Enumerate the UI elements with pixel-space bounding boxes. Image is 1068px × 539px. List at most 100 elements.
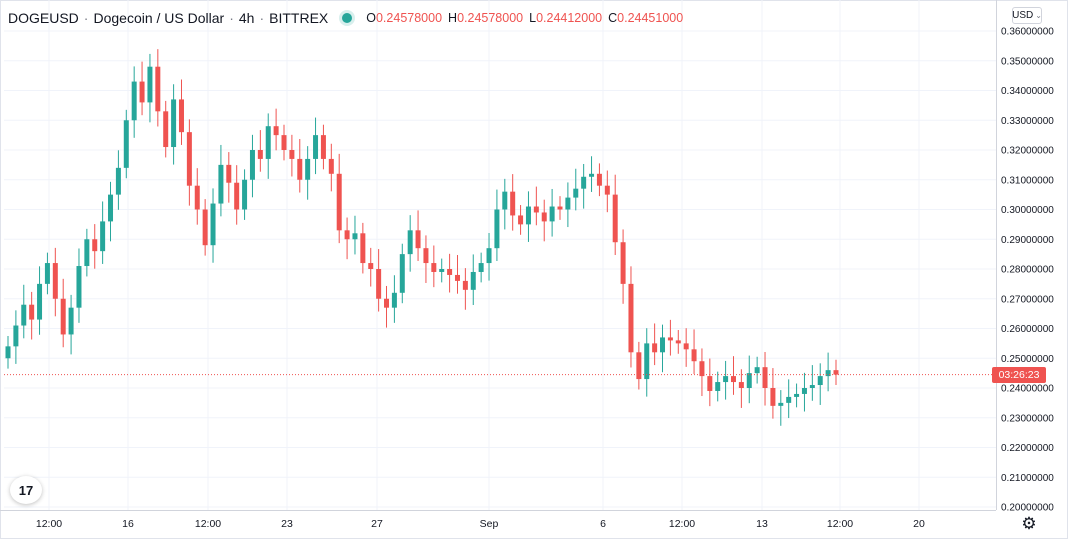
candle-body [596,173,602,186]
candle-body [628,283,634,353]
price-axis[interactable] [996,0,1067,510]
y-tick-label: 0.27000000 [1001,294,1054,305]
y-tick-label: 0.33000000 [1001,116,1054,127]
exchange-label: BITTREX [269,10,329,26]
candle-body [557,206,563,210]
candle-body [691,349,697,362]
candle-body [360,233,366,264]
candle-body [573,188,579,198]
y-tick-label: 0.36000000 [1001,27,1054,38]
candle-body [439,269,445,272]
symbol-ticker[interactable]: DOGEUSD [8,10,79,26]
y-tick-label: 0.22000000 [1001,443,1054,454]
y-tick-label: 0.21000000 [1001,473,1054,484]
candle-body [754,367,760,374]
candle-body [612,194,618,243]
candle-body [108,194,114,222]
currency-selector[interactable]: USD ⌄ [1012,7,1042,24]
candle-body [794,393,800,397]
open-key: O [366,11,376,25]
y-tick-label: 0.32000000 [1001,146,1054,157]
x-tick-label: 23 [281,518,293,530]
tradingview-logo[interactable]: 17 [10,476,42,504]
candle-body [730,376,736,383]
candle-body [525,206,531,225]
candle-body [778,402,784,406]
candle-body [155,66,161,112]
ohlc-values: O0.24578000 H0.24578000 L0.24412000 C0.2… [366,11,683,25]
candle-body [210,203,216,246]
candle-body [305,158,311,180]
candle-body [652,343,658,353]
candle-body [84,239,90,267]
x-tick-label: 27 [371,518,383,530]
candle-body [115,167,121,195]
candle-body [194,185,200,210]
candle-body [313,135,319,159]
gear-icon[interactable]: ⚙ [1021,514,1037,533]
candle-body [100,221,106,252]
candle-body [486,248,492,264]
candle-body [510,191,516,216]
candle-body [131,81,137,121]
candle-body [352,233,358,240]
candle-body [139,81,145,103]
candle-body [431,263,437,272]
close-key: C [608,11,618,25]
candle-body [226,164,232,183]
candle-body [770,388,776,406]
x-tick-label: 16 [122,518,134,530]
candle-body [620,242,626,284]
interval-label: 4h [238,10,255,26]
y-tick-label: 0.25000000 [1001,354,1054,365]
candle-body [320,135,326,159]
candle-body [242,179,248,210]
candle-body [186,132,192,186]
candle-body [265,126,271,159]
candle-body [92,239,98,252]
candle-body [809,385,815,388]
candle-body [667,337,673,341]
candle-body [147,66,153,103]
high-value: 0.24578000 [457,11,524,25]
candle-body [604,185,610,195]
candle-body [746,373,752,388]
y-tick-label: 0.23000000 [1001,413,1054,424]
candle-body [738,382,744,388]
candle-body [723,376,729,383]
candle-body [478,263,484,272]
candle-body [13,325,19,347]
x-tick-label: 12:00 [36,518,62,530]
market-status-icon[interactable] [342,13,353,23]
candle-body [234,182,240,210]
y-tick-label: 0.20000000 [1001,503,1054,514]
candle-body [462,280,468,290]
currency-label: USD [1012,10,1034,21]
y-tick-label: 0.26000000 [1001,324,1054,335]
symbol-legend: DOGEUSD · Dogecoin / US Dollar · 4h · BI… [8,8,683,28]
candle-body [494,209,500,249]
close-value: 0.24451000 [617,11,684,25]
candle-body [644,343,650,380]
y-tick-label: 0.29000000 [1001,235,1054,246]
candle-body [470,271,476,290]
candle-body [273,126,279,136]
candle-body [833,370,839,375]
candle-body [541,212,547,222]
low-key: L [529,11,537,25]
candle-body [549,206,555,222]
y-tick-label: 0.35000000 [1001,56,1054,67]
x-tick-label: 20 [913,518,925,530]
candle-body [533,206,539,213]
candle-body [171,99,177,148]
candle-body [44,263,50,284]
x-tick-label: 12:00 [669,518,695,530]
candle-body [675,340,681,344]
candle-body [202,209,208,246]
x-tick-label: 12:00 [827,518,853,530]
open-value: 0.24578000 [375,11,443,25]
legend-separator: · [259,10,265,26]
time-axis[interactable] [0,510,996,538]
candle-body [699,361,705,377]
